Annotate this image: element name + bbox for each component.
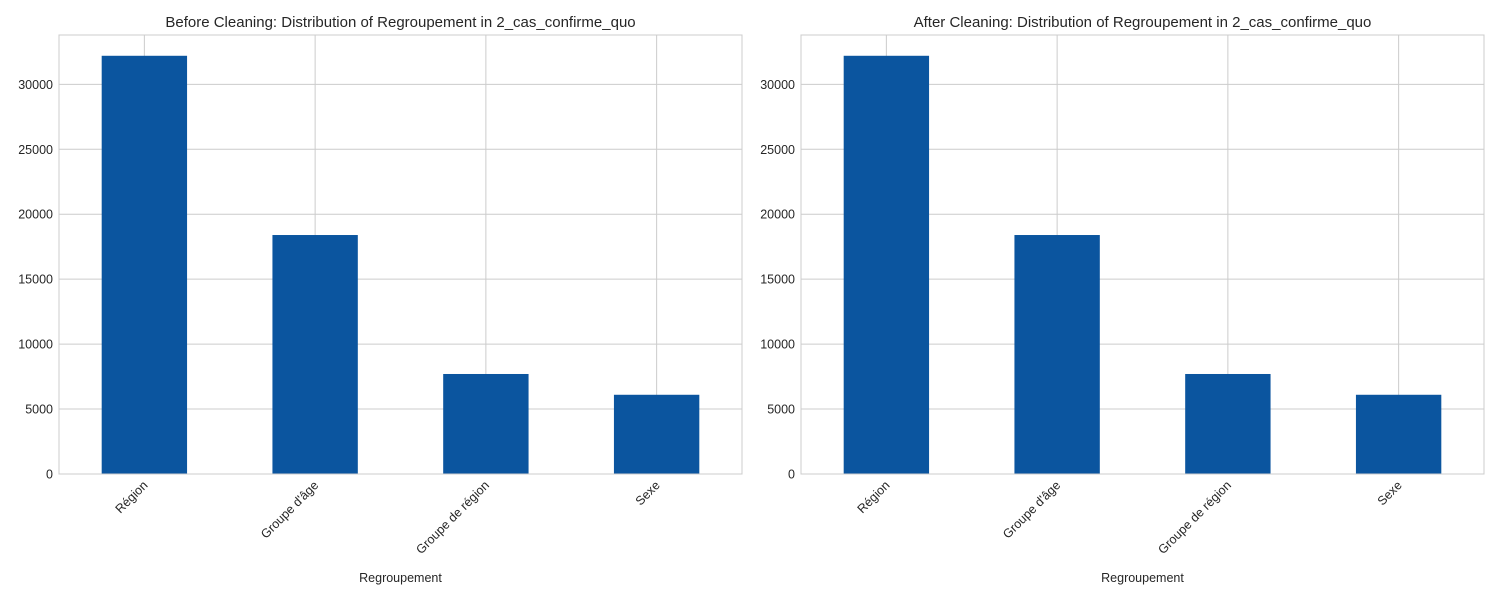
y-tick-label: 10000: [18, 338, 53, 352]
x-tick-label: Sexe: [1375, 478, 1405, 508]
y-tick-label: 10000: [760, 338, 795, 352]
y-tick-label: 30000: [18, 78, 53, 92]
chart-title: After Cleaning: Distribution of Regroupe…: [914, 14, 1372, 31]
x-axis-label: Regroupement: [359, 571, 442, 585]
y-tick-label: 5000: [25, 403, 53, 417]
y-tick-label: 25000: [18, 143, 53, 157]
x-tick-label: Sexe: [633, 478, 663, 508]
x-tick-label: Groupe d'âge: [1000, 478, 1063, 541]
bar: [443, 373, 529, 474]
y-tick-label: 0: [46, 468, 53, 482]
bar: [101, 55, 188, 474]
bar: [1014, 235, 1100, 474]
y-tick-label: 15000: [18, 273, 53, 287]
x-tick-label: Groupe de région: [413, 478, 492, 557]
x-tick-label: Région: [855, 478, 893, 516]
plot-frame: [800, 34, 1485, 475]
x-tick-label: Région: [113, 478, 151, 516]
bar: [843, 55, 930, 474]
bar: [272, 235, 358, 474]
bar: [613, 394, 700, 474]
bar: [1185, 373, 1271, 474]
x-tick-label: Groupe de région: [1155, 478, 1234, 557]
y-tick-label: 20000: [760, 208, 795, 222]
y-tick-label: 5000: [767, 403, 795, 417]
y-tick-label: 30000: [760, 78, 795, 92]
y-tick-label: 25000: [760, 143, 795, 157]
x-tick-label: Groupe d'âge: [258, 478, 321, 541]
chart-before-cleaning: Before Cleaning: Distribution of Regroup…: [18, 14, 743, 585]
x-axis-label: Regroupement: [1101, 571, 1184, 585]
chart-after-cleaning: After Cleaning: Distribution of Regroupe…: [760, 14, 1485, 585]
bar: [1355, 394, 1442, 474]
y-tick-label: 20000: [18, 208, 53, 222]
y-tick-label: 15000: [760, 273, 795, 287]
y-tick-label: 0: [788, 468, 795, 482]
chart-title: Before Cleaning: Distribution of Regroup…: [165, 14, 635, 31]
plot-frame: [58, 34, 743, 475]
